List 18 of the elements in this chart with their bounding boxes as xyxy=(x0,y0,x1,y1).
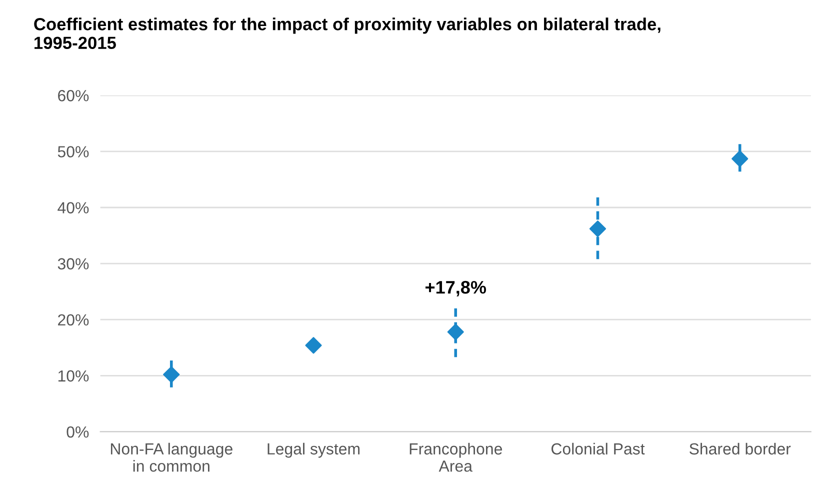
point xyxy=(589,220,606,238)
point xyxy=(163,366,180,383)
y-tick-label: 40% xyxy=(58,202,89,214)
y-tick-label: 10% xyxy=(58,370,89,382)
x-tick-label: Non-FA language in common xyxy=(110,442,232,472)
y-tick-label: 20% xyxy=(58,314,89,326)
x-tick-label: Francophone Area xyxy=(410,442,502,472)
x-tick-label: Legal system xyxy=(268,442,360,458)
y-tick-label: 60% xyxy=(58,90,89,102)
point xyxy=(732,150,748,168)
x-tick-label: Colonial Past xyxy=(552,442,645,455)
annotation: +17,8% xyxy=(426,280,486,296)
chart-title: Coefficient estimates for the impact of proximity variables on bilateral trade, 1995-2015 xyxy=(34,18,660,50)
point xyxy=(305,337,322,354)
y-tick-label: 0% xyxy=(66,426,89,438)
y-tick-label: 30% xyxy=(58,258,89,270)
x-tick-label: Shared border xyxy=(690,442,791,455)
y-tick-label: 50% xyxy=(58,146,89,158)
